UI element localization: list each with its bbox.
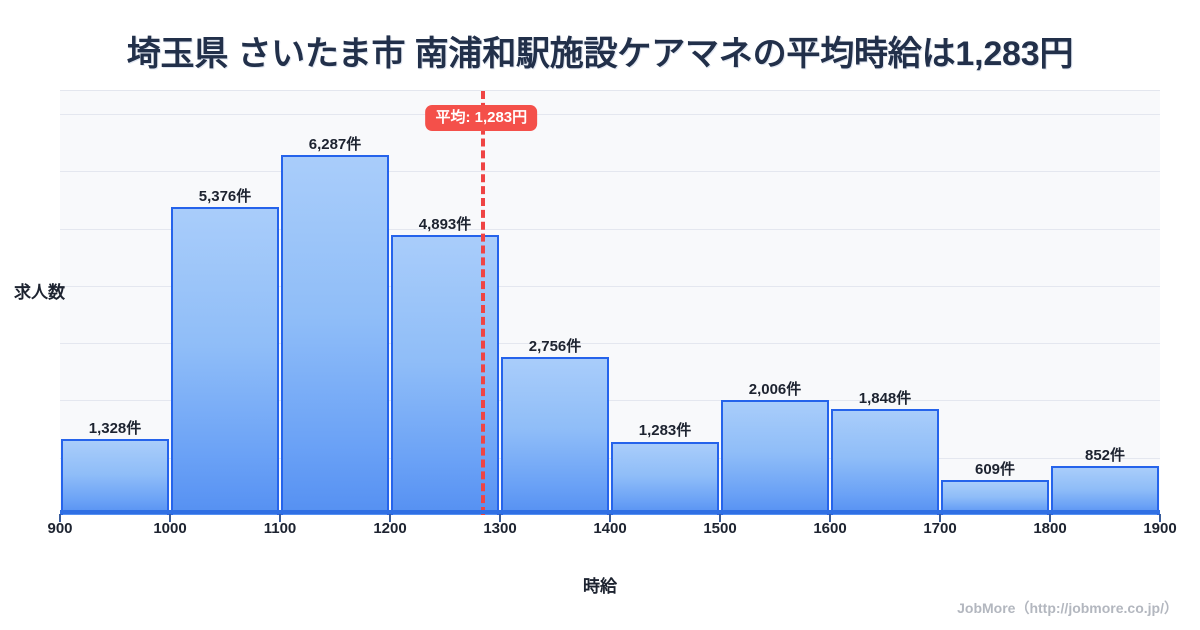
- x-axis-tick: [169, 514, 171, 522]
- x-axis-tick: [829, 514, 831, 522]
- bar: [391, 234, 499, 515]
- bar-value-label: 1,283件: [638, 422, 692, 440]
- bar-value-label: 852件: [1084, 447, 1126, 465]
- y-axis-title: 求人数: [14, 283, 65, 302]
- average-badge: 平均: 1,283円: [425, 105, 538, 132]
- bar: [721, 400, 829, 515]
- bar: [611, 441, 719, 515]
- x-axis-title: 時給: [583, 577, 617, 596]
- bar-value-label: 609件: [974, 461, 1016, 479]
- x-axis-tick: [609, 514, 611, 522]
- bar-value-label: 2,756件: [528, 338, 582, 356]
- bar-value-label: 5,376件: [198, 187, 252, 205]
- bar-value-label: 4,893件: [418, 215, 472, 233]
- x-axis-tick-label: 1200: [373, 520, 407, 537]
- x-axis-tick-label: 1800: [1033, 520, 1067, 537]
- bar-value-label: 2,006件: [748, 381, 802, 399]
- bar: [1051, 466, 1159, 515]
- x-axis-tick: [1159, 514, 1161, 522]
- bar: [501, 357, 609, 515]
- x-axis-tick-label: 1400: [593, 520, 627, 537]
- x-axis-line: [60, 510, 1160, 514]
- gridline: [60, 400, 1160, 402]
- gridline: [60, 171, 1160, 173]
- gridline: [60, 457, 1160, 459]
- x-axis-tick-label: 900: [47, 520, 73, 537]
- gridline: [60, 228, 1160, 230]
- bar: [831, 409, 939, 515]
- bar-value-label: 1,328件: [88, 419, 142, 437]
- x-axis-tick-label: 1100: [263, 520, 297, 537]
- x-axis-tick-label: 1600: [813, 520, 847, 537]
- gridline: [60, 113, 1160, 115]
- bar-value-label: 6,287件: [308, 135, 362, 153]
- x-axis-tick: [939, 514, 941, 522]
- footer-watermark: JobMore（http://jobmore.co.jp/）: [957, 600, 1178, 616]
- x-axis-tick-label: 1300: [483, 520, 517, 537]
- gridline: [60, 285, 1160, 287]
- bar: [941, 480, 1049, 515]
- x-axis-tick: [1049, 514, 1051, 522]
- plot-area: 1,328件 5,376件 6,287件 4,893件 2,756件 1,283件 2,00…: [60, 90, 1160, 515]
- x-axis-tick: [279, 514, 281, 522]
- bars-layer: 1,328件 5,376件 6,287件 4,893件 2,756件 1,283件 2,00…: [60, 91, 1160, 515]
- x-axis-tick-label: 1900: [1143, 520, 1177, 537]
- bar: [281, 154, 389, 515]
- bar: [171, 206, 279, 515]
- bar-value-label: 1,848件: [858, 390, 912, 408]
- x-axis-tick-label: 1700: [923, 520, 957, 537]
- x-axis-tick: [59, 514, 61, 522]
- page-title: 埼玉県 さいたま市 南浦和駅施設ケアマネの平均時給は1,283円: [126, 35, 1074, 73]
- x-axis-tick: [389, 514, 391, 522]
- gridline: [60, 343, 1160, 345]
- bar: [61, 438, 169, 515]
- x-axis-tick: [719, 514, 721, 522]
- x-axis-tick: [499, 514, 501, 522]
- x-axis-tick-label: 1000: [153, 520, 187, 537]
- x-axis-tick-label: 1500: [703, 520, 737, 537]
- average-line: [481, 91, 486, 515]
